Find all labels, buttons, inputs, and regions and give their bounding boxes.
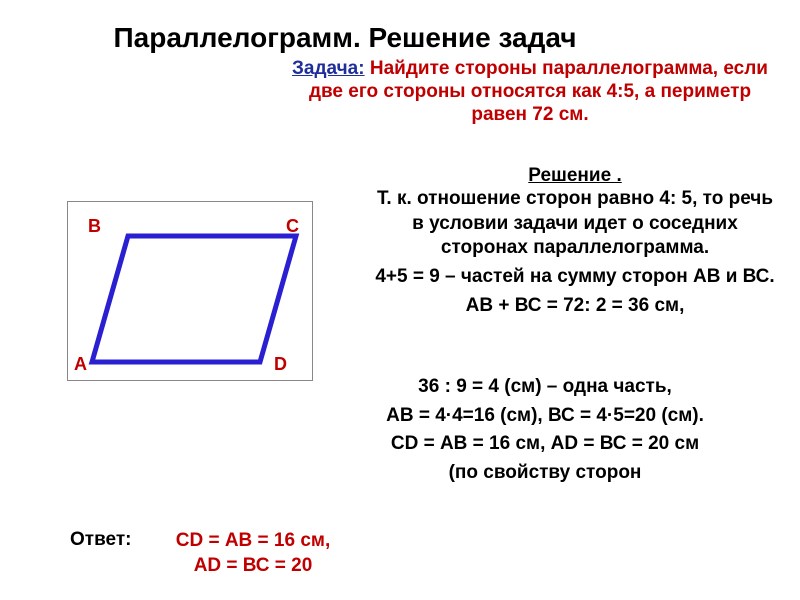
answer-label: Ответ:: [70, 529, 131, 551]
vertex-c: С: [286, 216, 299, 237]
solution-line-2: 4+5 = 9 – частей на сумму сторон АВ и ВС…: [370, 265, 780, 290]
calc-line-2: АВ = 4·4=16 (см), ВС = 4·5=20 (см).: [300, 404, 790, 429]
title-text: Параллелограмм. Решение задач: [114, 22, 577, 53]
problem-body: Найдите стороны параллелограмма, если дв…: [309, 58, 768, 125]
answer-values: СD = АВ = 16 см, АD = ВС = 20: [158, 529, 348, 578]
calculation-body: 36 : 9 = 4 (см) – одна часть, АВ = 4·4=1…: [300, 375, 790, 490]
problem-prefix: Задача:: [292, 58, 365, 79]
solution-line-1: Т. к. отношение сторон равно 4: 5, то ре…: [370, 187, 780, 261]
solution-body: Т. к. отношение сторон равно 4: 5, то ре…: [370, 187, 780, 322]
answer-value-1: СD = АВ = 16 см,: [158, 529, 348, 554]
vertex-b: В: [88, 216, 101, 237]
vertex-d: D: [274, 354, 287, 375]
solution-line-3: АВ + ВС = 72: 2 = 36 см,: [370, 294, 780, 319]
calc-line-4: (по свойству сторон: [300, 461, 790, 486]
problem-statement: Задача: Найдите стороны параллелограмма,…: [290, 58, 770, 126]
calc-line-3: СD = АВ = 16 см, АD = ВС = 20 см: [300, 432, 790, 457]
vertex-a: А: [74, 354, 87, 375]
page-title: Параллелограмм. Решение задач: [110, 22, 580, 54]
calc-line-1: 36 : 9 = 4 (см) – одна часть,: [300, 375, 790, 400]
solution-heading-wrap: Решение .: [370, 165, 780, 187]
parallelogram-shape: [92, 236, 296, 362]
solution-heading: Решение .: [528, 165, 621, 186]
parallelogram-diagram: А В С D: [67, 201, 313, 381]
answer-value-2: АD = ВС = 20: [158, 554, 348, 579]
